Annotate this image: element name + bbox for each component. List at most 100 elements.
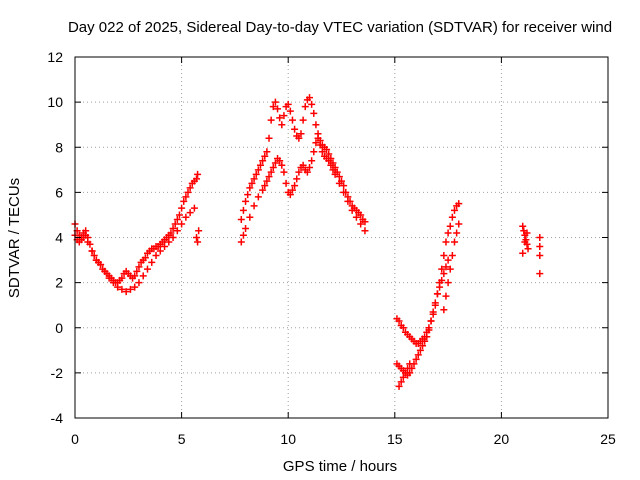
data-point <box>519 222 527 230</box>
data-point <box>92 256 100 264</box>
data-point <box>448 213 456 221</box>
data-point <box>440 306 448 314</box>
data-point <box>122 288 130 296</box>
data-point <box>171 220 179 228</box>
data-point <box>329 166 337 174</box>
data-point <box>450 238 458 246</box>
y-tick-label: 8 <box>55 139 63 155</box>
data-point <box>182 193 190 201</box>
data-point <box>310 148 318 156</box>
data-point <box>325 157 333 165</box>
data-point <box>239 231 247 239</box>
data-point <box>263 177 271 185</box>
data-point <box>306 164 314 172</box>
data-point <box>293 175 301 183</box>
data-point <box>101 267 109 275</box>
data-point <box>340 188 348 196</box>
data-point <box>259 186 267 194</box>
data-point <box>438 276 446 284</box>
data-point <box>186 184 194 192</box>
data-point <box>178 220 186 228</box>
data-point <box>286 107 294 115</box>
data-point <box>436 283 444 291</box>
y-axis-label: SDTVAR / TECUs <box>6 178 23 298</box>
data-point <box>278 161 286 169</box>
data-point <box>263 148 271 156</box>
data-point <box>250 175 258 183</box>
data-point <box>173 227 181 235</box>
data-point <box>306 94 314 102</box>
chart-title: Day 022 of 2025, Sidereal Day-to-day VTE… <box>68 19 612 36</box>
data-point <box>182 213 190 221</box>
data-point <box>267 116 275 124</box>
data-point <box>237 238 245 246</box>
data-point <box>308 100 316 108</box>
data-point <box>114 283 122 291</box>
data-point <box>118 274 126 282</box>
data-point <box>161 243 169 251</box>
data-point <box>97 261 105 269</box>
data-point <box>536 252 544 260</box>
data-point <box>276 114 284 122</box>
data-point <box>312 121 320 129</box>
data-point <box>299 116 307 124</box>
x-tick-label: 10 <box>280 431 296 447</box>
x-tick-label: 0 <box>71 431 79 447</box>
data-point <box>180 197 188 205</box>
data-point <box>444 256 452 264</box>
data-point <box>425 326 433 334</box>
data-point <box>536 234 544 241</box>
data-point <box>193 234 201 241</box>
data-point <box>282 179 290 187</box>
data-point <box>331 170 339 178</box>
data-point <box>169 234 177 241</box>
data-point <box>141 254 149 262</box>
data-point <box>357 220 365 228</box>
data-point <box>244 191 252 199</box>
data-point <box>327 161 335 169</box>
data-point <box>438 265 446 273</box>
data-point <box>286 191 294 199</box>
y-tick-label: -2 <box>51 365 64 381</box>
data-point <box>131 272 139 280</box>
data-point <box>310 109 318 117</box>
data-point <box>246 184 254 192</box>
data-point <box>521 238 529 246</box>
data-point <box>295 168 303 176</box>
data-point <box>267 168 275 176</box>
data-point <box>165 238 173 246</box>
data-point <box>156 247 164 255</box>
x-tick-label: 15 <box>387 431 403 447</box>
data-point <box>178 204 186 212</box>
data-point <box>194 238 202 246</box>
data-point <box>395 317 403 325</box>
data-point <box>303 168 311 176</box>
data-point <box>455 200 463 208</box>
grid-lines <box>75 57 608 418</box>
data-point <box>348 206 356 214</box>
data-point <box>284 100 292 108</box>
data-point <box>536 243 544 251</box>
data-point <box>404 364 412 372</box>
data-point <box>399 373 407 381</box>
data-point <box>297 130 305 138</box>
data-point <box>361 218 369 226</box>
data-point <box>274 105 282 113</box>
y-tick-label: -4 <box>51 410 64 426</box>
data-point <box>448 252 456 260</box>
y-tick-label: 4 <box>55 230 63 246</box>
data-point <box>416 346 424 354</box>
data-point <box>143 265 151 273</box>
data-point <box>446 265 454 273</box>
data-point <box>173 215 181 223</box>
data-point <box>242 224 250 232</box>
data-point <box>316 141 324 149</box>
data-point <box>295 134 303 142</box>
data-point <box>421 337 429 345</box>
y-tick-label: 12 <box>47 49 63 65</box>
data-point <box>446 222 454 230</box>
data-point <box>323 146 331 154</box>
data-point <box>419 342 427 350</box>
data-point <box>453 229 461 237</box>
